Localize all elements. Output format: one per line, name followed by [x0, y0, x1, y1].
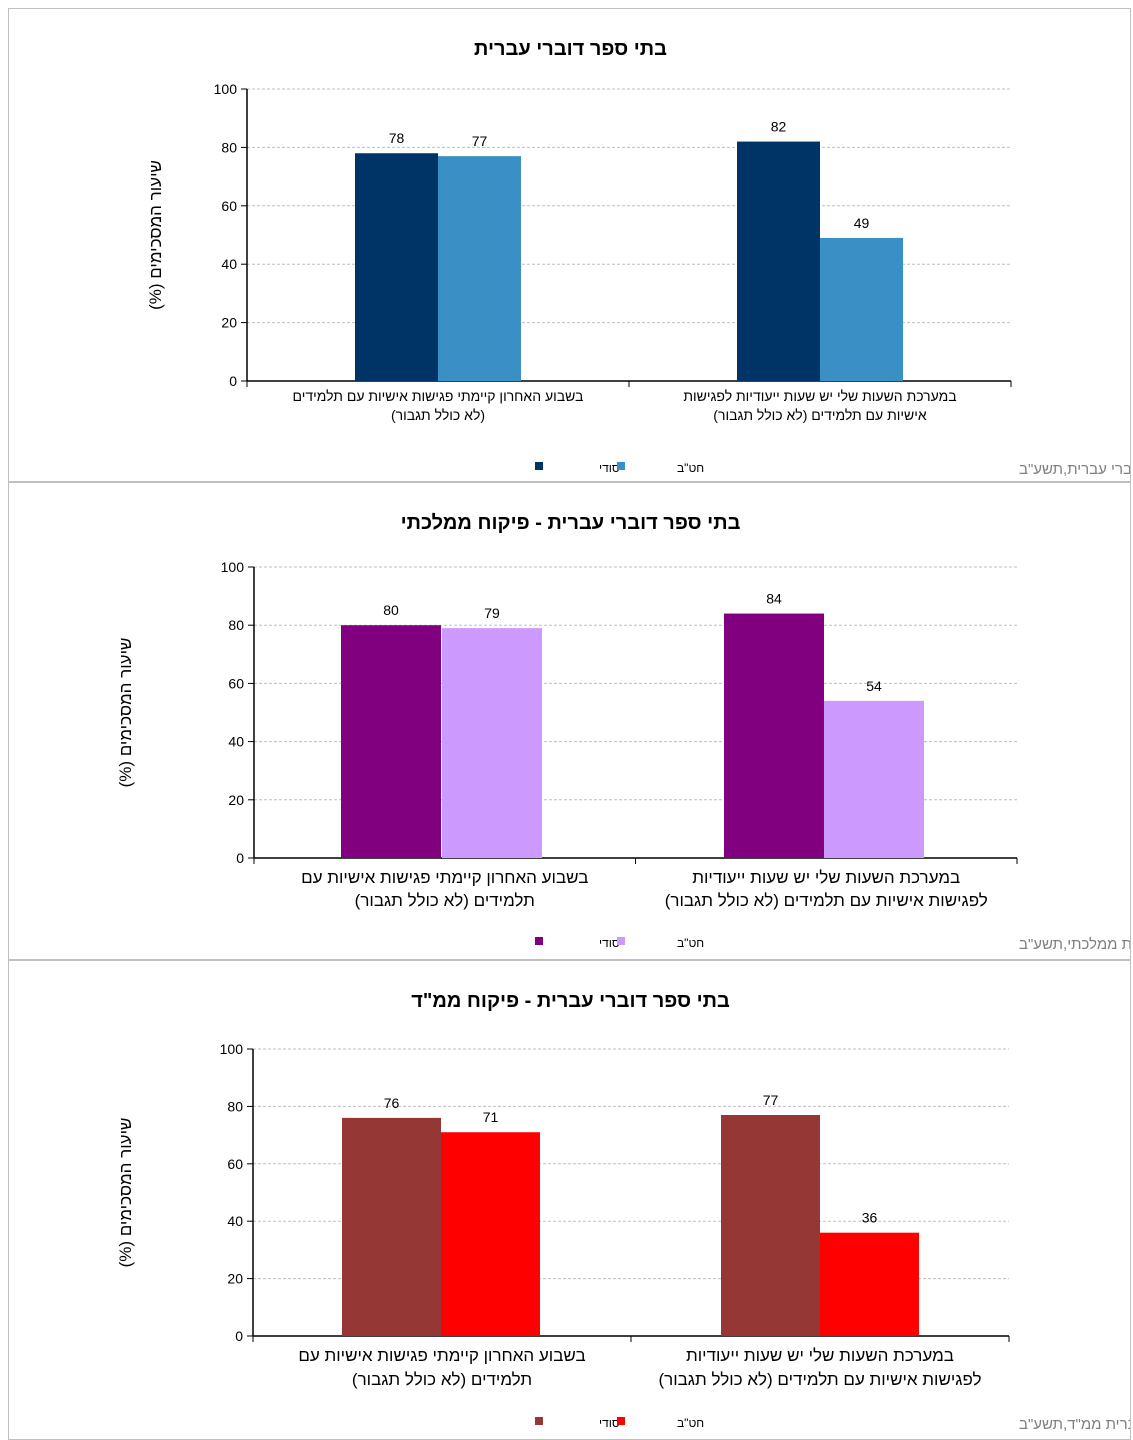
legend-label-hativa: חט"ב [677, 1416, 704, 1430]
data-label: 79 [484, 605, 500, 621]
legend-label-hativa: חט"ב [677, 461, 704, 475]
legend-label-yesodi: יסודי [599, 461, 623, 475]
bar-yesodi-0 [737, 141, 820, 381]
category-label: אישיות עם תלמידים (לא כולל תגבור) [713, 407, 927, 423]
category-label: במערכת השעות שלי יש שעות ייעודיות לפגישו… [683, 388, 956, 404]
data-label: 49 [854, 215, 870, 231]
source-note: דוברי עברית ממ"ד,תשע"ב [1019, 1416, 1131, 1433]
y-tick-label: 20 [221, 315, 237, 331]
bar-yesodi-1 [355, 153, 438, 381]
chart-religious-state: בתי ספר דוברי עברית - פיקוח ממ"ד 0 20 40 60 8… [116, 990, 1131, 1433]
legend-label-hativa: חט"ב [677, 936, 704, 950]
data-label: 82 [771, 119, 787, 135]
y-tick-label: 80 [221, 139, 237, 155]
data-label: 80 [383, 602, 399, 618]
bar-hativa-0 [820, 237, 903, 381]
category-label: תלמידים (לא כולל תגבור) [352, 1370, 532, 1389]
y-tick-label: 60 [227, 1156, 243, 1172]
y-axis-title: שיעור המסכימים (%) [116, 1118, 135, 1268]
chart-panel-state: בתי ספר דוברי עברית - פיקוח ממלכתי 0 20 40 6… [8, 482, 1131, 960]
legend-swatch-hativa [617, 462, 625, 470]
y-tick-label: 0 [229, 373, 237, 389]
bar-hativa-0 [824, 700, 924, 858]
chart-title: בתי ספר דוברי עברית - פיקוח ממ"ד [411, 990, 730, 1012]
data-label: 77 [763, 1092, 779, 1108]
category-label: תלמידים (לא כולל תגבור) [355, 891, 535, 910]
category-label: בשבוע האחרון קיימתי פגישות אישיות עם תלמ… [293, 388, 584, 404]
y-tick-label: 80 [228, 617, 244, 633]
y-axis-title: שיעור המסכימים (%) [146, 160, 165, 310]
y-tick-label: 40 [228, 734, 244, 750]
chart-panel-general: בתי ספר דוברי עברית 0 20 40 60 80 100 שיעור המס… [8, 8, 1131, 482]
y-tick-label: 60 [228, 675, 244, 691]
data-label: 84 [766, 591, 782, 607]
legend-swatch-yesodi [535, 1417, 543, 1425]
bar-yesodi-0 [721, 1115, 820, 1336]
bar-hativa-1 [438, 156, 521, 381]
y-tick-label: 40 [227, 1213, 243, 1229]
y-tick-label: 100 [221, 559, 245, 575]
bar-yesodi-1 [342, 1117, 441, 1336]
category-label: בשבוע האחרון קיימתי פגישות אישיות עם [301, 868, 588, 887]
data-label: 71 [483, 1109, 499, 1125]
category-label: (לא כולל תגבור) [391, 407, 485, 423]
category-label: לפגישות אישיות עם תלמידים (לא כולל תגבור… [665, 891, 988, 910]
bar-hativa-1 [441, 1132, 540, 1336]
data-label: 76 [384, 1095, 400, 1111]
legend-label-yesodi: יסודי [599, 1416, 623, 1430]
bar-hativa-0 [820, 1232, 919, 1336]
category-label: במערכת השעות שלי יש שעות ייעודיות [692, 868, 960, 887]
source-note: דוברי עברית ממלכתי,תשע"ב [1019, 936, 1131, 953]
y-tick-label: 20 [227, 1271, 243, 1287]
y-tick-label: 20 [228, 792, 244, 808]
legend-label-yesodi: יסודי [599, 936, 623, 950]
legend-swatch-yesodi [535, 462, 543, 470]
bar-hativa-1 [442, 628, 542, 858]
data-label: 54 [866, 678, 882, 694]
legend-swatch-hativa [617, 1417, 625, 1425]
data-label: 78 [389, 130, 405, 146]
y-tick-label: 0 [235, 1328, 243, 1344]
bar-yesodi-0 [724, 613, 824, 858]
chart-panel-religious-state: בתי ספר דוברי עברית - פיקוח ממ"ד 0 20 40 60 8… [8, 960, 1131, 1440]
bar-yesodi-1 [341, 625, 441, 858]
y-tick-label: 0 [236, 850, 244, 866]
y-tick-label: 60 [221, 198, 237, 214]
source-note: דוברי עברית,תשע"ב [1019, 461, 1131, 478]
data-label: 36 [862, 1210, 878, 1226]
y-tick-label: 80 [227, 1098, 243, 1114]
legend-swatch-yesodi [535, 937, 543, 945]
chart-general: בתי ספר דוברי עברית 0 20 40 60 80 100 שיעור המס… [146, 38, 1131, 478]
data-label: 77 [472, 133, 488, 149]
y-tick-label: 40 [221, 256, 237, 272]
chart-title: בתי ספר דוברי עברית [474, 38, 667, 60]
legend-swatch-hativa [617, 937, 625, 945]
y-tick-label: 100 [220, 1041, 244, 1057]
chart-state: בתי ספר דוברי עברית - פיקוח ממלכתי 0 20 40 6… [116, 512, 1131, 953]
category-label: לפגישות אישיות עם תלמידים (לא כולל תגבור… [658, 1370, 981, 1389]
chart-title: בתי ספר דוברי עברית - פיקוח ממלכתי [401, 512, 741, 534]
y-tick-label: 100 [214, 81, 238, 97]
category-label: בשבוע האחרון קיימתי פגישות אישיות עם [298, 1346, 585, 1365]
y-axis-title: שיעור המסכימים (%) [116, 638, 135, 788]
category-label: במערכת השעות שלי יש שעות ייעודיות [686, 1346, 954, 1365]
